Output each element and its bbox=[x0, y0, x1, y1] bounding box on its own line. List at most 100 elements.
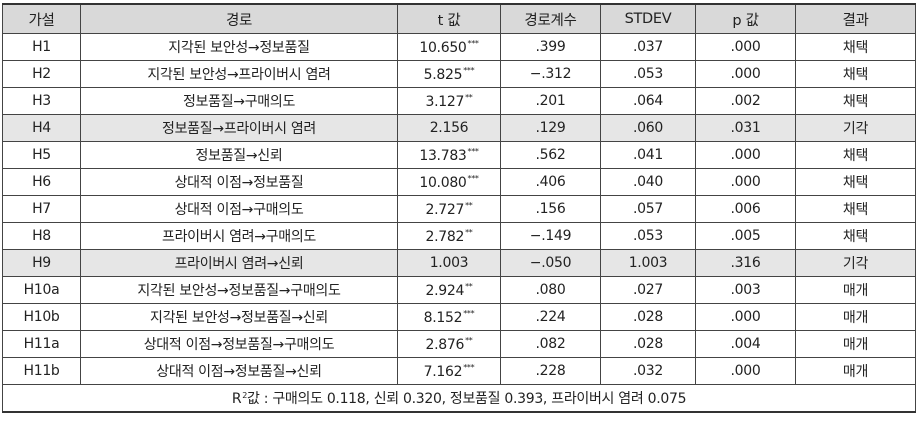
cell-hypothesis: H2 bbox=[2, 60, 81, 88]
cell-path: 정보품질→구매의도 bbox=[80, 87, 398, 115]
cell-hypothesis: H10b bbox=[2, 303, 81, 331]
cell-result: 채택 bbox=[795, 222, 916, 250]
cell-stdev: .028 bbox=[600, 330, 696, 358]
significance-marker: *** bbox=[463, 362, 475, 372]
significance-marker: *** bbox=[463, 308, 475, 318]
cell-path-coefficient: .224 bbox=[500, 303, 601, 331]
cell-stdev: .053 bbox=[600, 60, 696, 88]
cell-t-value: 10.650*** bbox=[397, 33, 501, 61]
table-row: H1 지각된 보안성→정보품질 10.650*** .399.037.000 채택 bbox=[2, 33, 916, 61]
cell-result: 채택 bbox=[795, 195, 916, 223]
r-label: R bbox=[231, 391, 242, 407]
t-value: 8.152 bbox=[423, 309, 463, 326]
cell-stdev: .057 bbox=[600, 195, 696, 223]
cell-stdev: .028 bbox=[600, 303, 696, 331]
table-row: H4 정보품질→프라이버시 염려 2.156 .129.060.031 기각 bbox=[2, 114, 916, 142]
path-analysis-table: 가설 경로 t 값 경로계수 STDEV p 값 결과 H1 지각된 보안성→정보품질 10.6… bbox=[2, 3, 916, 413]
cell-t-value: 13.783*** bbox=[397, 141, 501, 169]
table-row: H11a 상대적 이점→정보품질→구매의도 2.876** .082.028.004 매… bbox=[2, 330, 916, 358]
cell-path-coefficient: .228 bbox=[500, 357, 601, 385]
cell-hypothesis: H5 bbox=[2, 141, 81, 169]
cell-p-value: .000 bbox=[695, 60, 796, 88]
cell-path: 상대적 이점→정보품질 bbox=[80, 168, 398, 196]
cell-path-coefficient: .201 bbox=[500, 87, 601, 115]
cell-p-value: .031 bbox=[695, 114, 796, 142]
t-value: 2.156 bbox=[429, 120, 469, 136]
cell-result: 채택 bbox=[795, 60, 916, 88]
cell-path-coefficient: .082 bbox=[500, 330, 601, 358]
cell-hypothesis: H4 bbox=[2, 114, 81, 142]
cell-t-value: 2.156 bbox=[397, 114, 501, 142]
cell-path: 지각된 보안성→정보품질 bbox=[80, 33, 398, 61]
significance-marker: *** bbox=[467, 146, 479, 156]
header-p-value: p 값 bbox=[695, 3, 796, 34]
significance-marker: ** bbox=[465, 227, 473, 237]
cell-t-value: 2.727** bbox=[397, 195, 501, 223]
cell-p-value: .005 bbox=[695, 222, 796, 250]
header-t-value: t 값 bbox=[397, 3, 501, 34]
cell-p-value: .004 bbox=[695, 330, 796, 358]
r-squared-note: R2값 : 구매의도 0.118, 신뢰 0.320, 정보품질 0.393, … bbox=[2, 384, 916, 413]
cell-hypothesis: H3 bbox=[2, 87, 81, 115]
cell-t-value: 3.127** bbox=[397, 87, 501, 115]
table-row: H5 정보품질→신뢰 13.783*** .562.041.000 채택 bbox=[2, 141, 916, 169]
cell-t-value: 8.152*** bbox=[397, 303, 501, 331]
cell-result: 매개 bbox=[795, 330, 916, 358]
cell-hypothesis: H6 bbox=[2, 168, 81, 196]
cell-p-value: .006 bbox=[695, 195, 796, 223]
cell-path: 지각된 보안성→정보품질→구매의도 bbox=[80, 276, 398, 304]
cell-hypothesis: H9 bbox=[2, 249, 81, 277]
header-result: 결과 bbox=[795, 3, 916, 34]
header-path-coefficient: 경로계수 bbox=[500, 3, 601, 34]
cell-stdev: .037 bbox=[600, 33, 696, 61]
cell-hypothesis: H7 bbox=[2, 195, 81, 223]
cell-path-coefficient: .080 bbox=[500, 276, 601, 304]
significance-marker: *** bbox=[463, 65, 475, 75]
cell-path-coefficient: −.050 bbox=[500, 249, 601, 277]
table-row: H10a 지각된 보안성→정보품질→구매의도 2.924** .080.027.003… bbox=[2, 276, 916, 304]
table-row: H11b 상대적 이점→정보품질→신뢰 7.162*** .228.032.000 매개 bbox=[2, 357, 916, 385]
cell-path-coefficient: .406 bbox=[500, 168, 601, 196]
cell-p-value: .000 bbox=[695, 33, 796, 61]
cell-result: 기각 bbox=[795, 114, 916, 142]
t-value: 2.876 bbox=[425, 336, 465, 353]
cell-path: 프라이버시 염려→구매의도 bbox=[80, 222, 398, 250]
header-hypothesis: 가설 bbox=[2, 3, 81, 34]
r-sup: 2 bbox=[242, 391, 248, 400]
cell-t-value: 2.782** bbox=[397, 222, 501, 250]
cell-p-value: .316 bbox=[695, 249, 796, 277]
table-row: H7 상대적 이점→구매의도 2.727** .156.057.006 채택 bbox=[2, 195, 916, 223]
table-row: H8 프라이버시 염려→구매의도 2.782** −.149.053.005 채택 bbox=[2, 222, 916, 250]
cell-t-value: 10.080*** bbox=[397, 168, 501, 196]
significance-marker: ** bbox=[465, 281, 473, 291]
cell-hypothesis: H10a bbox=[2, 276, 81, 304]
t-value: 13.783 bbox=[419, 147, 467, 164]
header-row: 가설 경로 t 값 경로계수 STDEV p 값 결과 bbox=[2, 3, 916, 34]
t-value: 2.782 bbox=[425, 228, 465, 245]
cell-path: 상대적 이점→정보품질→구매의도 bbox=[80, 330, 398, 358]
table-row: H2 지각된 보안성→프라이버시 염려 5.825*** −.312.053.000 채… bbox=[2, 60, 916, 88]
cell-result: 채택 bbox=[795, 141, 916, 169]
cell-path: 상대적 이점→구매의도 bbox=[80, 195, 398, 223]
cell-result: 채택 bbox=[795, 33, 916, 61]
cell-result: 채택 bbox=[795, 168, 916, 196]
table-row: H6 상대적 이점→정보품질 10.080*** .406.040.000 채택 bbox=[2, 168, 916, 196]
cell-path: 정보품질→신뢰 bbox=[80, 141, 398, 169]
t-value: 10.650 bbox=[419, 39, 467, 56]
t-value: 10.080 bbox=[419, 174, 467, 191]
cell-p-value: .000 bbox=[695, 303, 796, 331]
cell-result: 기각 bbox=[795, 249, 916, 277]
cell-stdev: .032 bbox=[600, 357, 696, 385]
cell-stdev: .060 bbox=[600, 114, 696, 142]
t-value: 2.727 bbox=[425, 201, 465, 218]
cell-stdev: .053 bbox=[600, 222, 696, 250]
t-value: 2.924 bbox=[425, 282, 465, 299]
cell-path-coefficient: .156 bbox=[500, 195, 601, 223]
cell-result: 매개 bbox=[795, 276, 916, 304]
cell-p-value: .000 bbox=[695, 168, 796, 196]
cell-stdev: .041 bbox=[600, 141, 696, 169]
significance-marker: ** bbox=[465, 335, 473, 345]
cell-path-coefficient: .399 bbox=[500, 33, 601, 61]
cell-path-coefficient: −.149 bbox=[500, 222, 601, 250]
cell-p-value: .000 bbox=[695, 357, 796, 385]
